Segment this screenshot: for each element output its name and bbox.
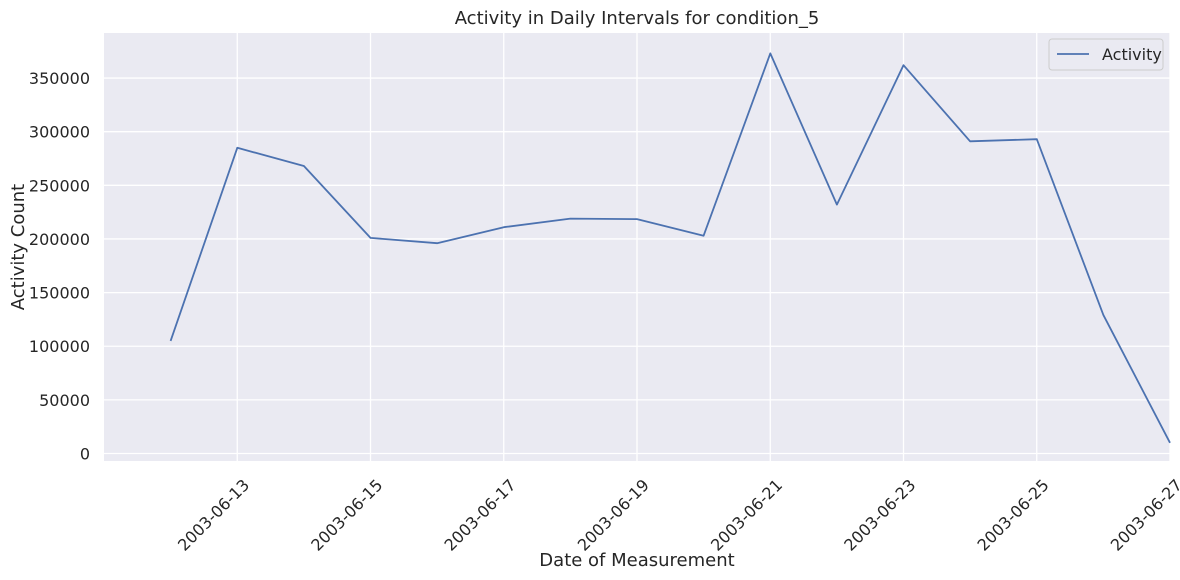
x-tick-label: 2003-06-17 xyxy=(440,475,519,554)
y-tick-label: 50000 xyxy=(39,391,90,410)
legend: Activity xyxy=(1048,38,1164,71)
x-tick-label: 2003-06-15 xyxy=(307,475,386,554)
x-axis-ticks: 2003-06-13 2003-06-15 2003-06-17 2003-06-19… xyxy=(174,475,1180,554)
legend-label-activity: Activity xyxy=(1102,45,1162,64)
chart-title: Activity in Daily Intervals for conditio… xyxy=(455,8,820,29)
grid-lines xyxy=(104,33,1171,461)
y-tick-label: 350000 xyxy=(29,69,90,88)
y-tick-label: 250000 xyxy=(29,176,90,195)
x-tick-label: 2003-06-21 xyxy=(707,475,786,554)
x-tick-label: 2003-06-27 xyxy=(1107,475,1180,554)
y-tick-label: 150000 xyxy=(29,284,90,303)
y-tick-label: 200000 xyxy=(29,230,90,249)
y-tick-label: 300000 xyxy=(29,123,90,142)
x-tick-label: 2003-06-13 xyxy=(174,475,253,554)
x-tick-label: 2003-06-25 xyxy=(973,475,1052,554)
y-axis-ticks: 0 50000 100000 150000 200000 250000 300000 3500… xyxy=(29,69,90,463)
legend-box xyxy=(1048,38,1164,71)
series-lines xyxy=(169,52,1171,444)
y-tick-label: 100000 xyxy=(29,337,90,356)
x-tick-label: 2003-06-23 xyxy=(840,475,919,554)
x-axis-label: Date of Measurement xyxy=(539,550,734,571)
series-line-activity xyxy=(169,52,1171,444)
x-tick-label: 2003-06-19 xyxy=(574,475,653,554)
y-tick-label: 0 xyxy=(80,444,90,463)
y-axis-label: Activity Count xyxy=(8,184,29,311)
